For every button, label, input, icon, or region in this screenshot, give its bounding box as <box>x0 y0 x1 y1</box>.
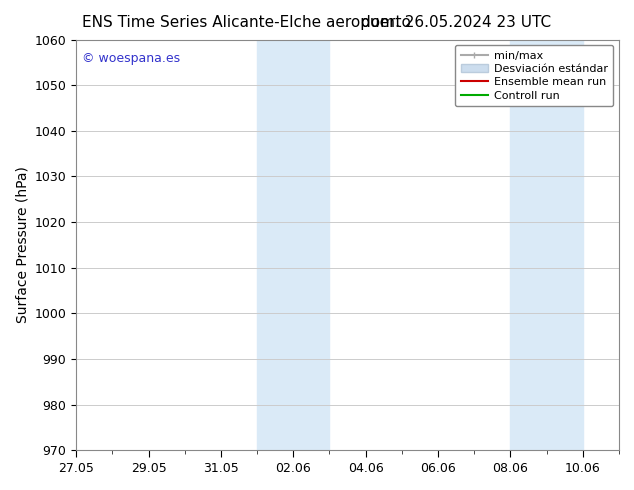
Text: © woespana.es: © woespana.es <box>82 52 179 65</box>
Legend: min/max, Desviación estándar, Ensemble mean run, Controll run: min/max, Desviación estándar, Ensemble m… <box>455 45 614 106</box>
Bar <box>510 40 583 450</box>
Text: dom. 26.05.2024 23 UTC: dom. 26.05.2024 23 UTC <box>361 15 552 30</box>
Text: ENS Time Series Alicante-Elche aeropuerto: ENS Time Series Alicante-Elche aeropuert… <box>82 15 411 30</box>
Bar <box>257 40 330 450</box>
Y-axis label: Surface Pressure (hPa): Surface Pressure (hPa) <box>15 167 29 323</box>
